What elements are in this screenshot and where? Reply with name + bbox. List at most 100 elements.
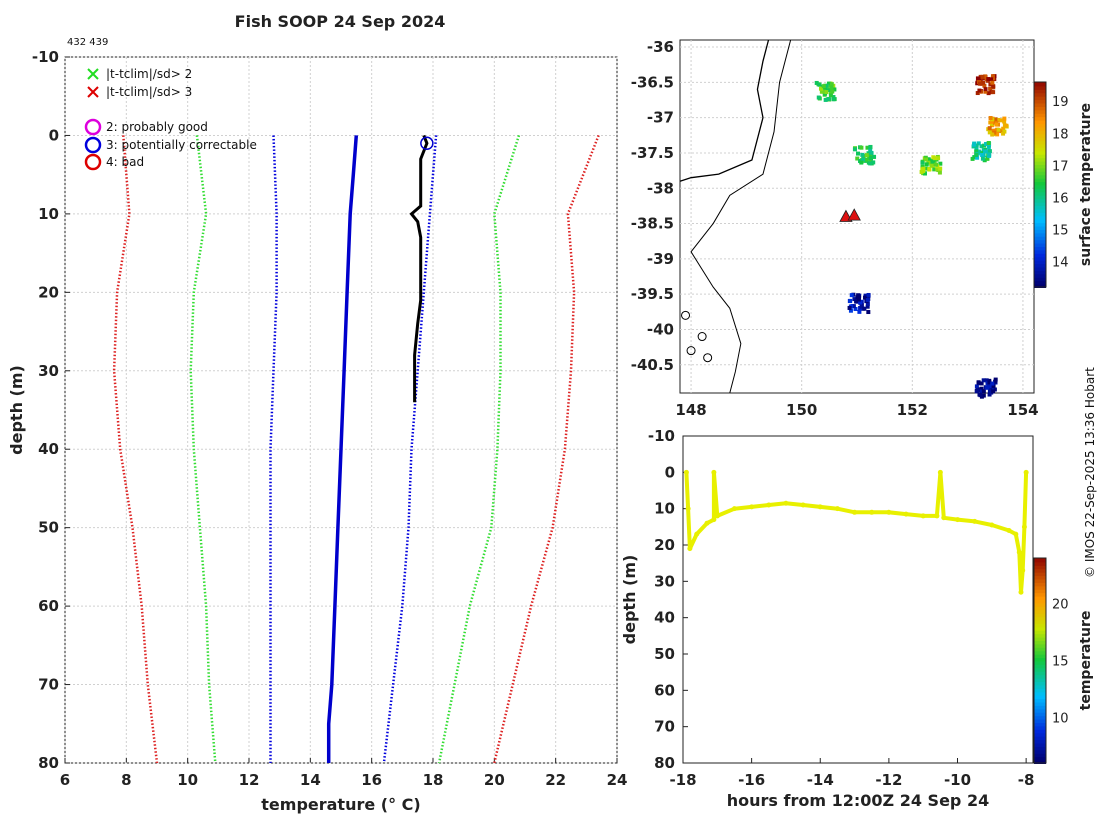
map-sst-pixel	[929, 163, 934, 168]
map-colorbar-segment	[1034, 205, 1046, 210]
time-colorbar-segment	[1034, 626, 1046, 631]
time-colorbar-segment	[1034, 670, 1046, 676]
map-sst-pixel	[871, 160, 876, 165]
map-colorbar-segment	[1034, 102, 1046, 107]
time-tick-label-x: -16	[738, 771, 765, 789]
map-coastline	[679, 39, 770, 182]
profile-tick-label-y: 20	[38, 283, 59, 301]
map-sst-pixel	[859, 160, 864, 165]
map-colorbar-segment	[1034, 235, 1046, 241]
map-colorbar-segment	[1034, 112, 1046, 118]
time-track-point	[1021, 524, 1027, 530]
time-track-point	[783, 500, 789, 506]
time-colorbar-segment	[1034, 732, 1046, 737]
map-sst-pixel	[981, 389, 986, 394]
map-sst-pixel	[861, 157, 866, 162]
time-colorbar-frame	[1033, 557, 1047, 764]
time-tick-label-y: 50	[654, 645, 675, 663]
time-tick-label-y: 80	[654, 754, 675, 772]
map-colorbar-segment	[1034, 136, 1046, 142]
map-colorbar-segment	[1034, 109, 1046, 114]
map-sst-pixel	[974, 384, 979, 389]
map-sst-pixel	[854, 299, 859, 304]
time-colorbar-segment	[1034, 674, 1046, 679]
profile-tick-label-y: 50	[38, 519, 59, 537]
map-sst-pixel	[996, 117, 1001, 122]
map-sst-pixel	[991, 84, 996, 89]
time-track-point	[731, 506, 737, 512]
map-sst-pixel	[992, 128, 997, 133]
map-sst-pixel	[829, 85, 834, 90]
time-tick-label-x: -14	[807, 771, 834, 789]
time-track-point	[934, 513, 940, 519]
map-colorbar-segment	[1034, 116, 1046, 121]
map-sst-pixel	[981, 393, 986, 398]
map-sst-pixel	[855, 156, 860, 161]
time-ylabel: depth (m)	[620, 555, 639, 645]
map-tick-label-y: -40	[647, 320, 674, 338]
time-colorbar-segment	[1034, 722, 1046, 727]
map-sst-pixel	[1002, 116, 1007, 121]
time-colorbar-segment	[1034, 650, 1046, 655]
map-tick-label-y: -36.5	[631, 73, 674, 91]
time-colorbar-segment	[1034, 564, 1046, 570]
map-sst-pixel	[993, 377, 998, 382]
map-sst-pixel	[848, 298, 853, 303]
time-colorbar-segment	[1034, 715, 1046, 720]
time-track-point	[687, 546, 693, 552]
map-sst-pixel	[866, 292, 871, 297]
time-colorbar-segment	[1034, 749, 1046, 754]
time-colorbar-segment	[1034, 691, 1046, 696]
time-colorbar-segment	[1034, 585, 1046, 590]
time-colorbar-segment	[1034, 742, 1046, 747]
profile-tick-label-x: 6	[60, 771, 70, 789]
map-sst-pixel	[819, 89, 824, 94]
time-colorbar-segment	[1034, 612, 1046, 618]
map-sst-pixel	[970, 156, 975, 161]
time-track-point	[941, 515, 947, 521]
time-tick-label-y: 40	[654, 609, 675, 627]
map-tick-label-y: -37.5	[631, 144, 674, 162]
map-sst-pixel	[868, 147, 873, 152]
time-colorbar-label: temperature	[1078, 611, 1094, 711]
map-colorbar-segment	[1034, 269, 1046, 275]
profile-tick-label-x: 20	[484, 771, 505, 789]
map-sst-pixel	[975, 155, 980, 160]
map-colorbar-segment	[1034, 198, 1046, 203]
map-colorbar-segment	[1034, 119, 1046, 124]
map-sst-pixel	[922, 171, 927, 176]
map-colorbar-segment	[1034, 194, 1046, 200]
profile-xlabel: temperature (° C)	[261, 795, 420, 814]
legend-entry-label: |t-tclim|/sd> 2	[106, 67, 192, 81]
map-sst-pixel	[974, 145, 979, 150]
map-sst-pixel	[978, 393, 983, 398]
map-sst-pixel	[977, 76, 982, 81]
time-track-point	[817, 504, 823, 510]
map-sst-pixel	[974, 143, 979, 148]
time-track-point	[869, 509, 875, 515]
time-colorbar-segment	[1034, 588, 1046, 594]
map-colorbar-segment	[1034, 215, 1046, 220]
time-colorbar-segment	[1034, 629, 1046, 635]
map-sst-pixel	[977, 149, 982, 154]
map-sst-pixel	[983, 89, 988, 94]
map-sst-pixel	[979, 144, 984, 149]
map-colorbar-segment	[1034, 129, 1046, 135]
map-island	[703, 353, 713, 363]
map-sst-pixel	[921, 166, 926, 171]
map-colorbar-tick-label: 14	[1052, 255, 1069, 270]
map-sst-pixel	[980, 74, 985, 79]
time-track-point	[800, 502, 806, 508]
map-sst-pixel	[862, 306, 867, 311]
time-track-point	[937, 469, 943, 475]
time-tick-label-x: -18	[669, 771, 696, 789]
map-sst-pixel	[868, 156, 873, 161]
time-colorbar-segment	[1034, 711, 1046, 717]
time-colorbar-segment	[1034, 640, 1046, 645]
map-sst-pixel	[919, 169, 924, 174]
profile-series-line	[409, 134, 429, 403]
map-sst-pixel	[814, 80, 819, 85]
time-track-point	[711, 517, 717, 523]
map-sst-pixel	[989, 119, 994, 124]
